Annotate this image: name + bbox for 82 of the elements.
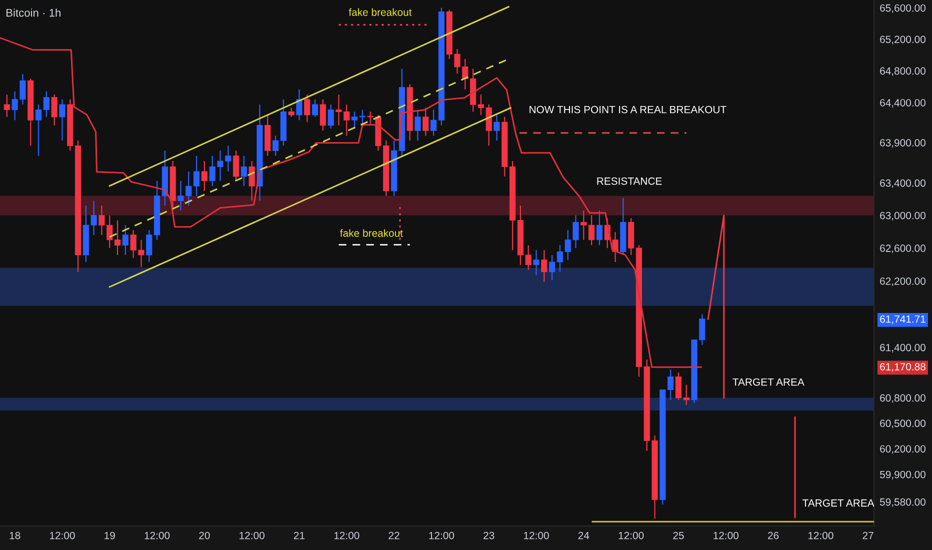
x-tick-label: 12:00 bbox=[714, 532, 738, 540]
x-tick-label: 18 bbox=[10, 532, 20, 540]
y-tick-label: 64,400.00 bbox=[880, 99, 926, 108]
candlestick bbox=[549, 254, 556, 281]
x-tick-label: 26 bbox=[768, 532, 779, 540]
candlestick bbox=[414, 109, 421, 142]
x-tick-label: 12:00 bbox=[808, 532, 834, 540]
candlestick bbox=[430, 109, 437, 136]
y-tick-label: 64,800.00 bbox=[880, 67, 926, 76]
y-tick-label: 61,170.88 bbox=[880, 363, 926, 372]
candlestick bbox=[304, 94, 310, 123]
x-tick-label: 20 bbox=[199, 532, 210, 540]
candlestick bbox=[612, 232, 618, 263]
candlestick bbox=[240, 155, 247, 187]
candlestick bbox=[494, 114, 500, 142]
y-tick-label: 59,900.00 bbox=[880, 470, 926, 480]
annotation: TARGET AREA bbox=[732, 378, 804, 386]
candlestick bbox=[359, 109, 366, 126]
annotation: RESISTANCE bbox=[597, 177, 662, 185]
x-tick-label: 23 bbox=[484, 532, 494, 540]
candlestick bbox=[59, 98, 66, 142]
y-tick-label: 61,741.71 bbox=[880, 315, 926, 324]
candlestick bbox=[328, 104, 334, 130]
y-tick-label: 60,500.00 bbox=[880, 420, 926, 428]
candlestick bbox=[51, 94, 58, 126]
annotation: NOW THIS POINT IS A REAL BREAKOUT bbox=[530, 106, 726, 114]
candlestick bbox=[114, 220, 121, 256]
candlestick bbox=[4, 94, 10, 118]
candlestick bbox=[43, 90, 50, 118]
y-tick-label: 63,000.00 bbox=[880, 212, 926, 220]
x-tick-label: 12:00 bbox=[334, 532, 360, 540]
y-tick-label: 65,600.00 bbox=[880, 4, 926, 13]
x-tick-label: 27 bbox=[862, 532, 874, 540]
candlestick bbox=[580, 210, 587, 240]
x-tick-label: 12:00 bbox=[50, 532, 75, 540]
candlestick bbox=[541, 250, 548, 282]
candlestick bbox=[422, 107, 429, 136]
text: Bitcoin · 1h bbox=[6, 8, 60, 17]
x-tick-label: 19 bbox=[104, 532, 115, 540]
y-tick-label: 60,200.00 bbox=[880, 445, 926, 454]
x-tick-label: 12:00 bbox=[524, 532, 549, 540]
candlestick bbox=[351, 111, 358, 130]
candlestick bbox=[146, 230, 152, 263]
x-tick-label: 24 bbox=[578, 532, 590, 540]
x-tick-label: 12:00 bbox=[618, 532, 644, 540]
x-tick-label: 12:00 bbox=[429, 532, 454, 540]
y-tick-label: 62,200.00 bbox=[880, 277, 926, 286]
x-tick-label: 12:00 bbox=[144, 532, 170, 540]
x-tick-label: 12:00 bbox=[240, 532, 264, 540]
candlestick bbox=[122, 224, 128, 256]
annotation: fake breakout bbox=[348, 8, 412, 16]
candlestick bbox=[533, 250, 540, 276]
candlestick bbox=[320, 98, 326, 132]
candlestick bbox=[272, 135, 279, 156]
annotation: fake breakout bbox=[340, 229, 403, 237]
x-tick-label: 21 bbox=[294, 532, 305, 540]
candlestick bbox=[675, 372, 682, 400]
candlestick bbox=[478, 94, 484, 116]
y-tick-label: 59,580.00 bbox=[880, 498, 926, 507]
annotation: TARGET AREA bbox=[802, 499, 874, 507]
x-tick-label: 22 bbox=[388, 532, 400, 540]
y-tick-label: 61,400.00 bbox=[880, 344, 926, 353]
y-tick-label: 62,600.00 bbox=[880, 244, 926, 254]
candlestick bbox=[232, 150, 240, 182]
y-tick-label: 65,200.00 bbox=[880, 36, 926, 44]
candlestick bbox=[248, 160, 255, 202]
candlestick bbox=[556, 244, 563, 272]
candlestick bbox=[525, 244, 532, 270]
candlestick bbox=[588, 214, 595, 246]
candlestick bbox=[296, 88, 302, 121]
candlestick bbox=[193, 155, 200, 196]
candlestick bbox=[201, 160, 208, 192]
candlestick bbox=[596, 210, 602, 246]
x-tick-label: 25 bbox=[673, 532, 684, 540]
candlestick bbox=[486, 104, 492, 146]
y-tick-label: 63,400.00 bbox=[880, 179, 926, 188]
candlestick bbox=[288, 107, 294, 118]
y-tick-label: 63,900.00 bbox=[880, 139, 926, 148]
candlestick bbox=[312, 98, 318, 118]
candlestick bbox=[683, 384, 690, 406]
y-tick-label: 60,800.00 bbox=[880, 394, 926, 403]
candlestick bbox=[35, 104, 42, 156]
